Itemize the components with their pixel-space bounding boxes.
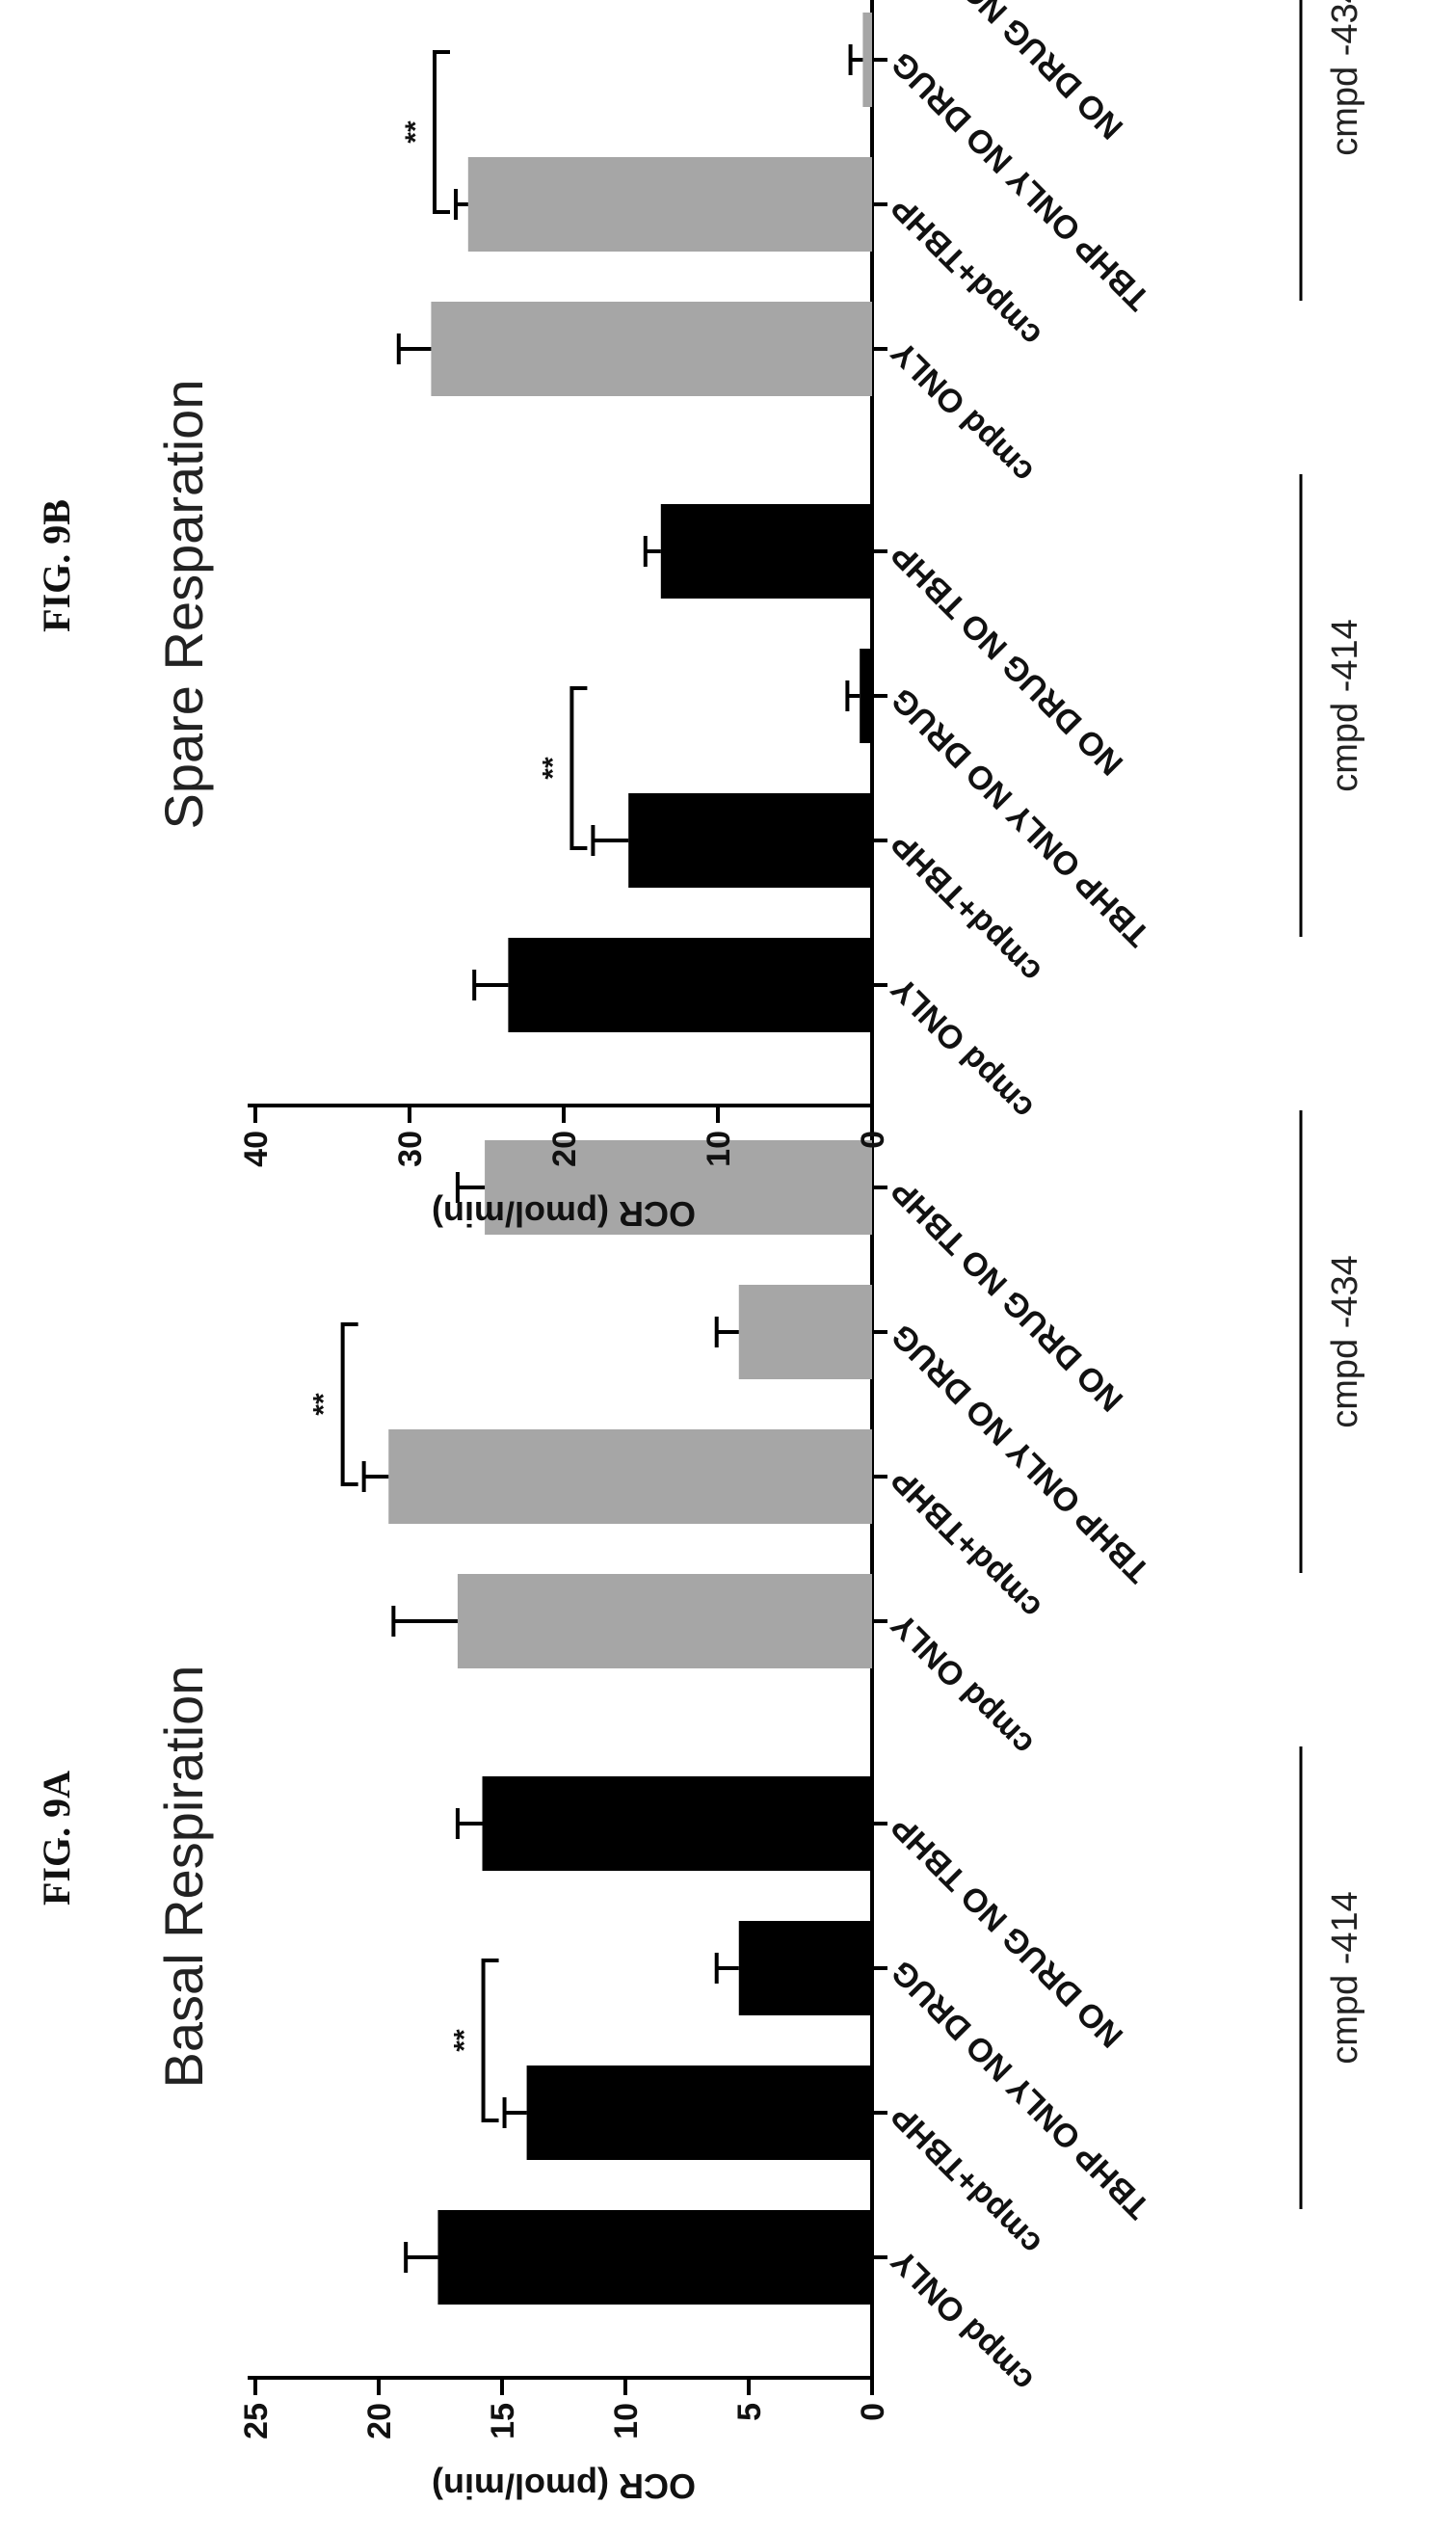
x-tick-label: cmpd ONLY bbox=[885, 2242, 1041, 2398]
bar bbox=[860, 649, 873, 743]
x-tick-label: TBHP ONLY NO DRUG bbox=[885, 1317, 1157, 1589]
figure-label: FIG. 9B bbox=[35, 499, 78, 632]
x-tick-label: TBHP ONLY NO DRUG bbox=[885, 1953, 1157, 2225]
y-tick-label: 15 bbox=[485, 2403, 521, 2439]
x-tick-label: TBHP ONLY NO DRUG bbox=[885, 680, 1157, 953]
bar bbox=[738, 1285, 873, 1379]
y-tick-label: 25 bbox=[238, 2403, 275, 2439]
significance-label: ** bbox=[308, 1393, 340, 1416]
bar bbox=[862, 13, 873, 107]
x-tick-label: NO DRUG NO TBHP bbox=[885, 1808, 1130, 2054]
figure-label: FIG. 9A bbox=[35, 1771, 78, 1906]
bar bbox=[660, 504, 872, 599]
bar bbox=[738, 1921, 873, 2015]
group-label: cmpd -414 bbox=[1325, 1891, 1365, 2065]
bar bbox=[457, 1574, 872, 1668]
significance-label: ** bbox=[537, 757, 569, 780]
significance-bracket bbox=[433, 50, 450, 214]
x-tick-label: NO DRUG NO TBHP bbox=[885, 1172, 1130, 1418]
x-tick-label: cmpd+TBHP bbox=[885, 2097, 1048, 2261]
significance-label: ** bbox=[449, 2029, 481, 2052]
group-label: cmpd -434 bbox=[1325, 0, 1365, 156]
group-label: cmpd -434 bbox=[1325, 1255, 1365, 1428]
significance-bracket bbox=[340, 1322, 358, 1486]
y-tick-label: 10 bbox=[701, 1131, 737, 1167]
x-tick-label: cmpd ONLY bbox=[885, 333, 1041, 490]
significance-bracket bbox=[569, 686, 588, 850]
y-axis-label: OCR (pmol/min) bbox=[432, 1194, 696, 1234]
bar bbox=[482, 1776, 872, 1871]
significance-label: ** bbox=[400, 120, 432, 144]
x-tick-label: cmpd+TBHP bbox=[885, 825, 1048, 989]
x-tick-label: NO DRUG NO TBHP bbox=[885, 536, 1130, 782]
y-tick-label: 40 bbox=[238, 1131, 275, 1167]
bar bbox=[526, 2066, 872, 2160]
significance-bracket bbox=[481, 1959, 499, 2122]
bar bbox=[467, 157, 872, 252]
y-tick-label: 20 bbox=[546, 1131, 583, 1167]
bar bbox=[628, 793, 873, 888]
x-tick-label: cmpd ONLY bbox=[885, 1606, 1041, 1762]
y-axis-label: OCR (pmol/min) bbox=[432, 2466, 696, 2506]
x-tick-label: cmpd+TBHP bbox=[885, 1461, 1048, 1625]
group-label: cmpd -414 bbox=[1325, 619, 1365, 792]
chart-title: Basal Respiration bbox=[153, 1666, 214, 2089]
x-tick-label: TBHP ONLY NO DRUG bbox=[885, 44, 1157, 317]
bar bbox=[388, 1429, 872, 1524]
chart-title: Spare Resparation bbox=[153, 380, 214, 830]
y-tick-label: 20 bbox=[361, 2403, 398, 2439]
x-tick-label: cmpd ONLY bbox=[885, 970, 1041, 1126]
y-tick-label: 0 bbox=[855, 2403, 891, 2421]
bar bbox=[437, 2210, 872, 2305]
y-tick-label: 30 bbox=[392, 1131, 429, 1167]
y-tick-label: 5 bbox=[731, 2403, 768, 2421]
chart-panel-0: FIG. 9A Basal Respiration 0 5 10 15 20 25 OCR (p… bbox=[35, 1081, 1365, 2506]
y-tick-label: 0 bbox=[855, 1131, 891, 1149]
bar bbox=[485, 1140, 872, 1235]
x-tick-label: cmpd+TBHP bbox=[885, 189, 1048, 353]
chart-panel-1: FIG. 9B Spare Resparation 0 10 20 30 40 OCR (pm… bbox=[35, 0, 1365, 1234]
bar bbox=[431, 302, 872, 396]
bar bbox=[508, 938, 873, 1032]
y-tick-label: 10 bbox=[608, 2403, 645, 2439]
